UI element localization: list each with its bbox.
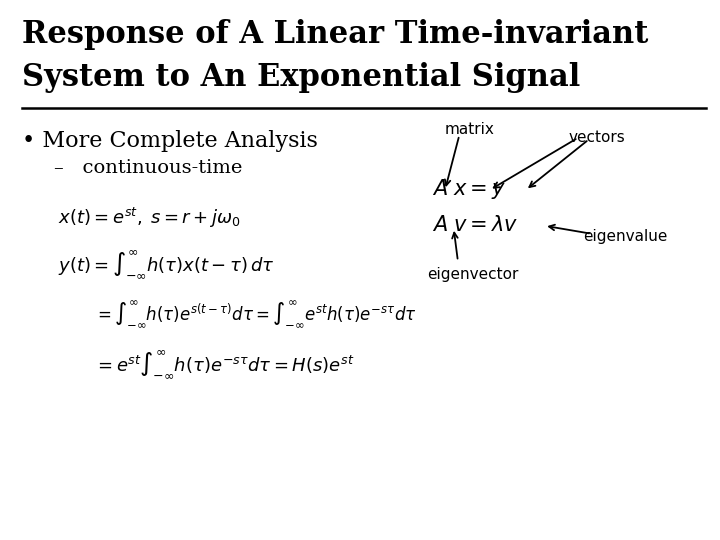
- Text: $A\; x = y$: $A\; x = y$: [432, 177, 505, 201]
- Text: $x(t) = e^{st},\; s = r + j\omega_0$: $x(t) = e^{st},\; s = r + j\omega_0$: [58, 206, 240, 231]
- Text: • More Complete Analysis: • More Complete Analysis: [22, 130, 318, 152]
- Text: Response of A Linear Time-invariant: Response of A Linear Time-invariant: [22, 19, 648, 50]
- Text: matrix: matrix: [445, 122, 495, 137]
- Text: eigenvector: eigenvector: [427, 267, 518, 282]
- Text: $A\; v = \lambda v$: $A\; v = \lambda v$: [432, 215, 518, 235]
- Text: $= \int_{-\infty}^{\infty} h(\tau)e^{s(t-\tau)}d\tau = \int_{-\infty}^{\infty} e: $= \int_{-\infty}^{\infty} h(\tau)e^{s(t…: [94, 298, 416, 329]
- Text: eigenvalue: eigenvalue: [583, 230, 667, 245]
- Text: vectors: vectors: [569, 130, 626, 145]
- Text: System to An Exponential Signal: System to An Exponential Signal: [22, 62, 580, 93]
- Text: $y(t) = \int_{-\infty}^{\infty} h(\tau)x(t-\tau)\,d\tau$: $y(t) = \int_{-\infty}^{\infty} h(\tau)x…: [58, 248, 274, 280]
- Text: $= e^{st}\int_{-\infty}^{\infty} h(\tau)e^{-s\tau}d\tau = H(s)e^{st}$: $= e^{st}\int_{-\infty}^{\infty} h(\tau)…: [94, 348, 354, 380]
- Text: –   continuous-time: – continuous-time: [54, 159, 243, 177]
